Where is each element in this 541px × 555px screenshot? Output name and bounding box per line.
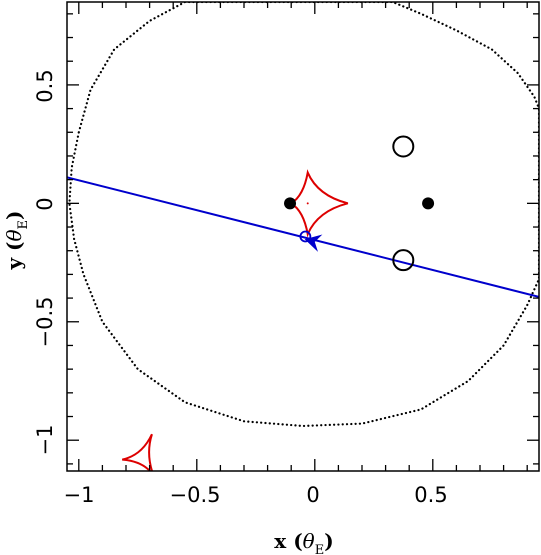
x-tick-label: 0	[306, 483, 319, 507]
y-axis-label-symbol: θ	[2, 229, 26, 241]
image-positions	[392, 135, 415, 272]
source-position	[299, 230, 312, 243]
image-position	[392, 249, 415, 272]
x-tick-label: −0.5	[170, 483, 221, 507]
y-tick-label: 0	[33, 197, 57, 210]
y-axis-label: y (θE)	[2, 210, 31, 270]
x-axis-label-symbol: θ	[303, 529, 315, 553]
central-caustic	[289, 169, 349, 238]
caustic-center-dot	[306, 202, 309, 205]
source-trajectory-line	[67, 176, 539, 298]
x-tick-label: 0.5	[414, 483, 447, 507]
y-tick-label: −0.5	[33, 297, 57, 348]
critical-curve	[68, 2, 539, 428]
x-axis-label-subscript: E	[315, 543, 325, 555]
image-position	[392, 135, 415, 158]
plot-frame	[66, 1, 540, 472]
axis-ticks	[67, 2, 539, 471]
lens-masses	[284, 197, 435, 210]
y-axis-label-main: y	[2, 257, 26, 271]
lens-mass	[422, 197, 435, 210]
y-axis-label-subscript: E	[16, 220, 31, 230]
planetary-caustic	[121, 433, 154, 471]
direction-arrow	[304, 234, 323, 252]
y-tick-label: 0.5	[33, 69, 57, 102]
lens-mass	[284, 197, 297, 210]
x-axis-label-main: x	[274, 529, 287, 553]
x-tick-label: −1	[64, 483, 95, 507]
x-axis-label: x (θE)	[274, 529, 333, 555]
plot-area	[67, 2, 539, 471]
y-tick-label: −1	[33, 425, 57, 456]
